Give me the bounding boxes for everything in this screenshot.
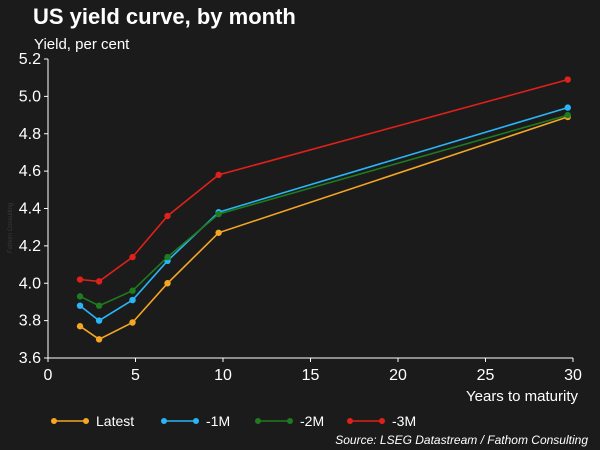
legend-swatch-dot: [161, 418, 167, 424]
data-point: [76, 293, 84, 300]
x-tick-label: 25: [477, 367, 495, 384]
x-tick-label: 30: [564, 367, 582, 384]
legend-swatch-dot: [287, 418, 293, 424]
data-point: [564, 111, 571, 119]
series-layer: [76, 76, 571, 343]
x-axis-label: Years to maturity: [466, 388, 578, 405]
legend-label: -1M: [206, 413, 230, 429]
series-line: [79, 114, 569, 307]
data-point: [95, 278, 103, 285]
data-point: [76, 302, 84, 309]
series-line: [79, 106, 569, 322]
legend-label: Latest: [96, 413, 134, 429]
legend-swatch-dot: [83, 418, 89, 424]
y-tick-label: 4.0: [19, 275, 41, 292]
data-point: [164, 280, 171, 287]
data-point: [564, 104, 571, 111]
y-tick-label: 5.2: [19, 51, 41, 68]
chart-title: US yield curve, by month: [33, 4, 296, 29]
data-point: [129, 296, 136, 304]
data-point: [76, 323, 84, 330]
chart-subtitle: Yield, per cent: [34, 36, 130, 53]
data-point: [95, 317, 103, 324]
legend-label: -2M: [300, 413, 324, 429]
data-point: [95, 302, 103, 309]
series-latest: [76, 113, 571, 343]
x-tick-label: 15: [302, 367, 320, 384]
legend-swatch-dot: [51, 418, 57, 424]
y-tick-label: 3.8: [19, 313, 41, 330]
data-point: [164, 253, 171, 261]
data-point: [564, 76, 571, 83]
series-1m: [76, 104, 571, 324]
series-2m: [76, 111, 571, 309]
series-line: [79, 116, 569, 341]
data-point: [215, 229, 222, 236]
legend-item: -3M: [347, 413, 416, 429]
legend-swatch-dot: [193, 418, 199, 424]
legend-label: -3M: [392, 413, 416, 429]
x-tick-label: 5: [131, 367, 140, 384]
data-point: [129, 319, 136, 326]
data-point: [215, 210, 222, 218]
data-point: [76, 276, 84, 283]
series-3m: [76, 76, 571, 285]
y-tick-label: 4.8: [19, 126, 41, 143]
data-point: [129, 253, 136, 261]
y-tick-label: 5.0: [19, 88, 41, 105]
data-point: [129, 287, 136, 294]
legend-swatch-dot: [255, 418, 261, 424]
y-tick-label: 4.2: [19, 238, 41, 255]
legend-item: -1M: [161, 413, 230, 429]
data-point: [164, 212, 171, 220]
data-point: [95, 336, 103, 343]
y-tick-label: 3.6: [19, 350, 41, 367]
legend-item: -2M: [255, 413, 324, 429]
data-point: [215, 171, 222, 179]
x-tick-label: 0: [44, 367, 53, 384]
axes: 3.6 3.8 4.0 4.2 4.4 4.6 4.8 5.0 5.2 0 5 10 15 20 25 30: [19, 51, 582, 384]
source-note: Source: LSEG Datastream / Fathom Consult…: [335, 433, 588, 447]
legend-swatch-dot: [379, 418, 385, 424]
legend: Latest -1M -2M -3M: [51, 413, 416, 429]
legend-swatch-dot: [347, 418, 353, 424]
y-tick-label: 4.6: [19, 163, 41, 180]
x-tick-label: 20: [389, 367, 407, 384]
legend-item: Latest: [51, 413, 134, 429]
x-tick-label: 10: [214, 367, 232, 384]
y-tick-label: 4.4: [19, 201, 41, 218]
